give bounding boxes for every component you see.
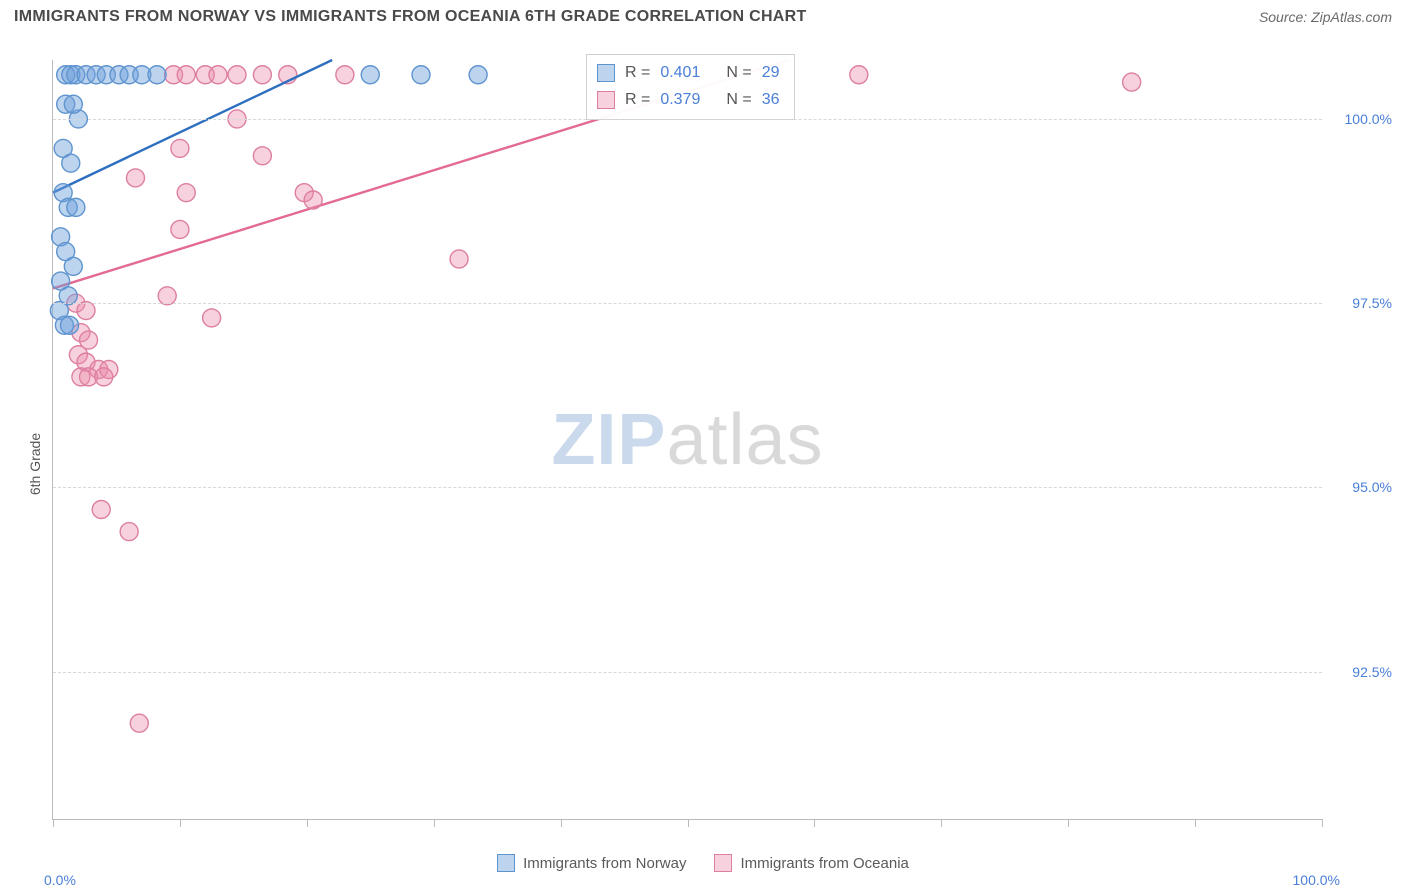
data-point xyxy=(253,147,271,165)
n-label: N = xyxy=(726,86,751,113)
y-axis-label: 6th Grade xyxy=(27,433,43,495)
data-point xyxy=(95,368,113,386)
n-value-norway: 29 xyxy=(762,59,780,86)
y-tick-label: 95.0% xyxy=(1330,479,1392,495)
data-point xyxy=(126,169,144,187)
data-point xyxy=(120,523,138,541)
data-point xyxy=(412,66,430,84)
n-label: N = xyxy=(726,59,751,86)
legend-label-norway: Immigrants from Norway xyxy=(523,855,686,872)
grid-line xyxy=(53,119,1322,120)
x-tick xyxy=(1322,819,1323,827)
r-label: R = xyxy=(625,59,650,86)
data-point xyxy=(64,257,82,275)
data-point xyxy=(1123,73,1141,91)
data-point xyxy=(850,66,868,84)
n-value-oceania: 36 xyxy=(762,86,780,113)
data-point xyxy=(304,191,322,209)
data-point xyxy=(450,250,468,268)
chart-area: 6th Grade ZIPatlas R = 0.401 N = 29 R = … xyxy=(0,36,1406,892)
swatch-oceania xyxy=(597,91,615,109)
stat-row-oceania: R = 0.379 N = 36 xyxy=(597,86,780,113)
data-point xyxy=(130,714,148,732)
plot-region: ZIPatlas R = 0.401 N = 29 R = 0.379 N = … xyxy=(52,60,1322,820)
data-point xyxy=(469,66,487,84)
data-point xyxy=(361,66,379,84)
legend-item-oceania: Immigrants from Oceania xyxy=(714,854,908,872)
data-point xyxy=(60,316,78,334)
r-value-norway: 0.401 xyxy=(660,59,700,86)
x-tick xyxy=(1195,819,1196,827)
data-point xyxy=(253,66,271,84)
x-tick xyxy=(1068,819,1069,827)
chart-title: IMMIGRANTS FROM NORWAY VS IMMIGRANTS FRO… xyxy=(14,8,807,26)
swatch-norway xyxy=(597,64,615,82)
data-point xyxy=(92,501,110,519)
source-credit: Source: ZipAtlas.com xyxy=(1259,9,1392,25)
x-tick xyxy=(180,819,181,827)
x-tick xyxy=(688,819,689,827)
y-tick-label: 92.5% xyxy=(1330,664,1392,680)
data-point xyxy=(203,309,221,327)
grid-line xyxy=(53,487,1322,488)
y-tick-label: 97.5% xyxy=(1330,295,1392,311)
r-value-oceania: 0.379 xyxy=(660,86,700,113)
stat-legend-box: R = 0.401 N = 29 R = 0.379 N = 36 xyxy=(586,54,795,120)
data-point xyxy=(336,66,354,84)
x-tick xyxy=(53,819,54,827)
data-point xyxy=(228,66,246,84)
bottom-legend: Immigrants from Norway Immigrants from O… xyxy=(0,854,1406,872)
data-point xyxy=(177,184,195,202)
data-point xyxy=(209,66,227,84)
data-point xyxy=(158,287,176,305)
data-point xyxy=(148,66,166,84)
stat-row-norway: R = 0.401 N = 29 xyxy=(597,59,780,86)
x-tick xyxy=(307,819,308,827)
x-tick xyxy=(941,819,942,827)
x-tick xyxy=(434,819,435,827)
data-point xyxy=(67,198,85,216)
grid-line xyxy=(53,303,1322,304)
legend-item-norway: Immigrants from Norway xyxy=(497,854,686,872)
data-point xyxy=(77,302,95,320)
x-min-label: 0.0% xyxy=(44,872,76,888)
data-point xyxy=(64,95,82,113)
swatch-norway-icon xyxy=(497,854,515,872)
swatch-oceania-icon xyxy=(714,854,732,872)
data-point xyxy=(62,154,80,172)
x-tick xyxy=(561,819,562,827)
grid-line xyxy=(53,672,1322,673)
y-tick-label: 100.0% xyxy=(1330,111,1392,127)
data-point xyxy=(177,66,195,84)
x-max-label: 100.0% xyxy=(1293,872,1340,888)
data-point xyxy=(171,139,189,157)
plot-svg xyxy=(53,60,1322,819)
r-label: R = xyxy=(625,86,650,113)
data-point xyxy=(171,220,189,238)
x-tick xyxy=(814,819,815,827)
legend-label-oceania: Immigrants from Oceania xyxy=(740,855,908,872)
